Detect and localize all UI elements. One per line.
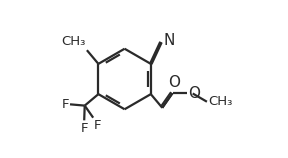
Text: F: F xyxy=(61,98,69,111)
Text: N: N xyxy=(164,33,175,48)
Text: O: O xyxy=(189,86,200,101)
Text: CH₃: CH₃ xyxy=(61,35,85,48)
Text: F: F xyxy=(94,119,102,132)
Text: CH₃: CH₃ xyxy=(209,95,233,108)
Text: O: O xyxy=(168,75,180,90)
Text: F: F xyxy=(80,122,88,135)
